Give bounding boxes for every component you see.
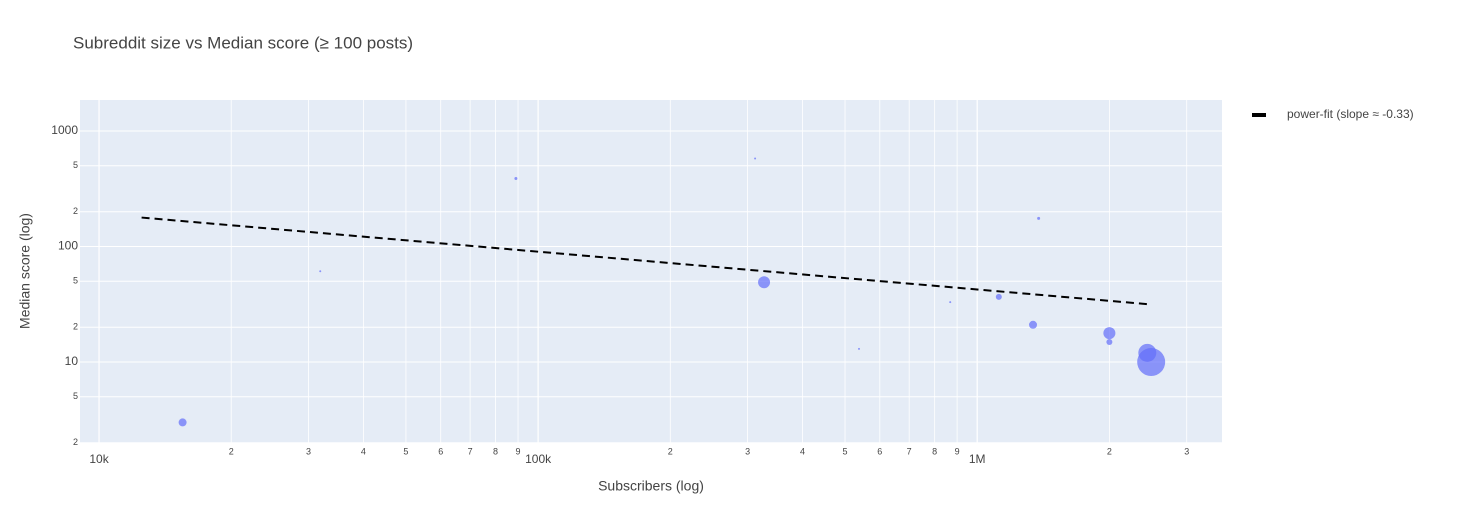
point [514,176,518,180]
point [178,418,187,427]
point [1037,216,1041,220]
point [857,347,860,350]
y-tick-label: 2 [73,322,78,332]
y-tick-label: 10 [65,354,79,368]
y-tick-label: 2 [73,206,78,216]
y-tick-label: 2 [73,437,78,447]
point [758,276,771,289]
x-axis-title: Subscribers (log) [598,478,704,494]
x-tick-label: 7 [468,446,473,456]
y-tick-label: 5 [73,391,78,401]
y-tick-label: 5 [73,160,78,170]
chart-title: Subreddit size vs Median score (≥ 100 po… [73,33,413,52]
x-tick-label: 2 [229,446,234,456]
x-tick-label: 3 [745,446,750,456]
point [1137,348,1166,377]
x-tick-label: 7 [907,446,912,456]
x-tick-label: 8 [493,446,498,456]
x-tick-label: 4 [800,446,805,456]
y-tick-label: 5 [73,276,78,286]
point [1103,327,1116,340]
x-tick-label: 2 [1107,446,1112,456]
x-tick-label: 100k [525,452,552,466]
point [949,301,952,304]
marks [141,157,1166,427]
x-tick-label: 5 [843,446,848,456]
x-tick-label: 5 [403,446,408,456]
point [754,157,757,160]
x-tick-label: 3 [306,446,311,456]
point [1029,320,1038,329]
x-tick-label: 1M [969,452,986,466]
x-tick-label: 6 [438,446,443,456]
y-axis-title: Median score (log) [17,213,33,329]
point [1106,338,1113,345]
plot-area [80,100,1222,443]
legend-label: power-fit (slope ≈ -0.33) [1287,107,1414,121]
y-tick-label: 1000 [51,123,78,137]
x-tick-label: 2 [668,446,673,456]
point [319,270,322,273]
x-tick-label: 10k [89,452,109,466]
grid [80,100,1222,444]
x-tick-label: 9 [955,446,960,456]
x-tick-label: 3 [1184,446,1189,456]
x-tick-label: 6 [877,446,882,456]
x-tick-label: 4 [361,446,366,456]
point [995,293,1002,300]
x-tick-label: 8 [932,446,937,456]
y-tick-label: 100 [58,239,78,253]
x-tick-label: 9 [516,446,521,456]
